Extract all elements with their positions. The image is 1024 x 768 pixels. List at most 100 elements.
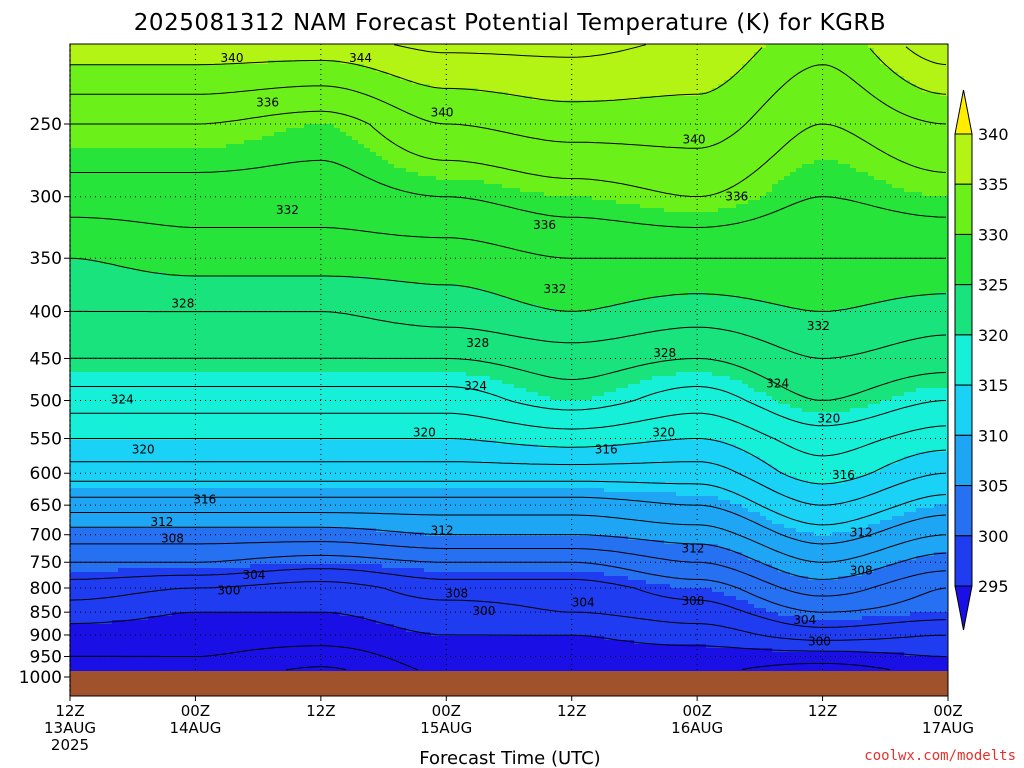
theta-cell xyxy=(70,376,76,380)
theta-cell xyxy=(94,468,100,472)
theta-cell xyxy=(100,496,106,500)
theta-cell xyxy=(82,152,88,156)
theta-cell xyxy=(184,660,190,664)
theta-cell xyxy=(124,280,130,284)
theta-cell xyxy=(154,532,160,536)
theta-cell xyxy=(76,504,82,508)
theta-cell xyxy=(208,44,214,48)
theta-cell xyxy=(214,288,220,292)
theta-cell xyxy=(220,576,226,580)
theta-cell xyxy=(238,220,244,224)
theta-cell xyxy=(106,220,112,224)
theta-cell xyxy=(172,136,178,140)
theta-cell xyxy=(100,228,106,232)
theta-cell xyxy=(166,396,172,400)
theta-cell xyxy=(214,192,220,196)
theta-cell xyxy=(172,152,178,156)
theta-cell xyxy=(148,104,154,108)
theta-cell xyxy=(256,120,262,124)
theta-cell xyxy=(232,100,238,104)
theta-cell xyxy=(112,248,118,252)
theta-cell xyxy=(202,532,208,536)
theta-cell xyxy=(118,332,124,336)
theta-cell xyxy=(208,116,214,120)
theta-cell xyxy=(244,220,250,224)
theta-cell xyxy=(100,60,106,64)
theta-cell xyxy=(226,456,232,460)
theta-cell xyxy=(154,160,160,164)
theta-cell xyxy=(214,208,220,212)
theta-cell xyxy=(244,180,250,184)
theta-cell xyxy=(148,284,154,288)
theta-cell xyxy=(112,644,118,648)
theta-cell xyxy=(106,116,112,120)
theta-cell xyxy=(166,108,172,112)
theta-cell xyxy=(76,140,82,144)
theta-cell xyxy=(118,56,124,60)
theta-cell xyxy=(148,52,154,56)
theta-cell xyxy=(70,448,76,452)
theta-cell xyxy=(100,636,106,640)
theta-cell xyxy=(256,500,262,504)
theta-cell xyxy=(82,216,88,220)
theta-cell xyxy=(178,320,184,324)
theta-cell xyxy=(256,388,262,392)
theta-cell xyxy=(232,248,238,252)
theta-cell xyxy=(232,520,238,524)
theta-cell xyxy=(118,600,124,604)
theta-cell xyxy=(112,348,118,352)
theta-cell xyxy=(118,580,124,584)
theta-cell xyxy=(184,528,190,532)
theta-cell xyxy=(118,208,124,212)
theta-cell xyxy=(142,232,148,236)
theta-cell xyxy=(214,96,220,100)
theta-cell xyxy=(142,364,148,368)
theta-cell xyxy=(142,348,148,352)
theta-cell xyxy=(118,448,124,452)
theta-cell xyxy=(94,388,100,392)
theta-cell xyxy=(220,192,226,196)
theta-cell xyxy=(130,144,136,148)
theta-cell xyxy=(76,588,82,592)
theta-cell xyxy=(196,652,202,656)
theta-cell xyxy=(124,260,130,264)
theta-cell xyxy=(166,592,172,596)
theta-cell xyxy=(226,208,232,212)
theta-cell xyxy=(184,456,190,460)
theta-cell xyxy=(142,516,148,520)
theta-cell xyxy=(166,492,172,496)
theta-cell xyxy=(148,292,154,296)
theta-cell xyxy=(76,556,82,560)
theta-cell xyxy=(142,200,148,204)
theta-cell xyxy=(76,348,82,352)
theta-cell xyxy=(76,208,82,212)
theta-cell xyxy=(124,440,130,444)
theta-cell xyxy=(202,52,208,56)
theta-cell xyxy=(220,164,226,168)
theta-cell xyxy=(76,72,82,76)
theta-cell xyxy=(136,368,142,372)
theta-cell xyxy=(160,468,166,472)
theta-cell xyxy=(106,472,112,476)
theta-cell xyxy=(70,568,76,572)
theta-cell xyxy=(82,368,88,372)
theta-cell xyxy=(250,476,256,480)
theta-cell xyxy=(160,424,166,428)
theta-cell xyxy=(184,476,190,480)
theta-cell xyxy=(178,616,184,620)
theta-cell xyxy=(250,484,256,488)
theta-cell xyxy=(148,224,154,228)
theta-cell xyxy=(118,300,124,304)
theta-cell xyxy=(148,344,154,348)
theta-cell xyxy=(160,60,166,64)
theta-cell xyxy=(202,76,208,80)
theta-cell xyxy=(142,104,148,108)
theta-cell xyxy=(178,336,184,340)
theta-cell xyxy=(202,128,208,132)
theta-cell xyxy=(100,444,106,448)
theta-cell xyxy=(202,236,208,240)
theta-cell xyxy=(172,140,178,144)
theta-cell xyxy=(250,500,256,504)
theta-cell xyxy=(226,532,232,536)
theta-cell xyxy=(70,396,76,400)
